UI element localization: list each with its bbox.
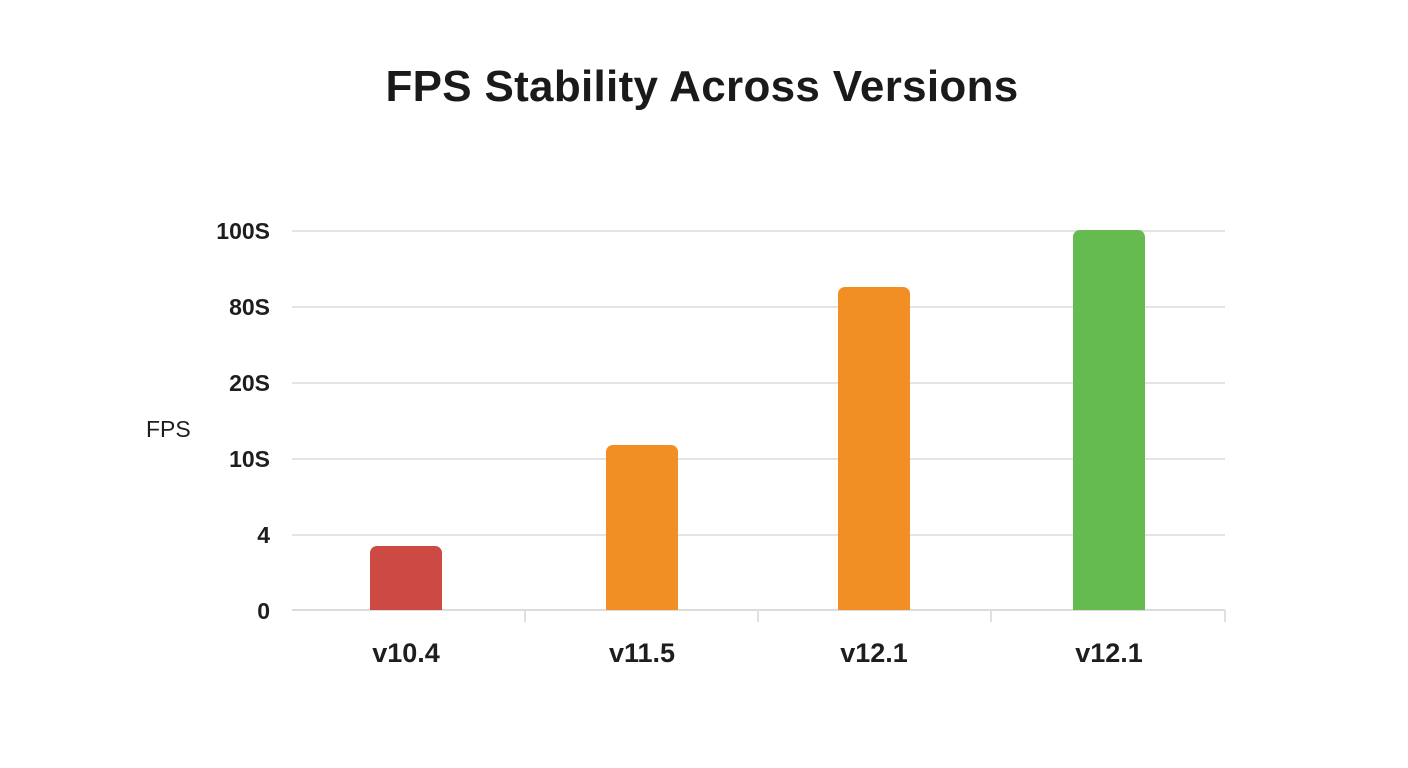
bar-v10-4 bbox=[370, 546, 442, 610]
bar-v12-1-b bbox=[1073, 230, 1145, 610]
y-tick-label: 80S bbox=[229, 294, 270, 320]
y-tick-label: 20S bbox=[229, 370, 270, 396]
y-tick-label: 100S bbox=[216, 218, 270, 244]
gridline bbox=[292, 382, 1225, 384]
y-tick-label: 10S bbox=[229, 446, 270, 472]
x-tick-separator bbox=[524, 610, 526, 622]
x-tick-separator bbox=[1224, 610, 1226, 622]
x-tick-separator bbox=[990, 610, 992, 622]
x-tick-label: v10.4 bbox=[372, 638, 440, 668]
chart-title: FPS Stability Across Versions bbox=[385, 62, 1019, 111]
y-tick-label: 4 bbox=[257, 522, 270, 548]
x-tick-label: v12.1 bbox=[1075, 638, 1143, 668]
y-axis-label: FPS bbox=[146, 416, 191, 442]
gridline bbox=[292, 458, 1225, 460]
y-tick-label: 0 bbox=[257, 598, 270, 624]
x-tick-label: v11.5 bbox=[608, 638, 676, 668]
bar-v12-1-a bbox=[838, 287, 910, 610]
gridline bbox=[292, 534, 1225, 536]
gridline bbox=[292, 230, 1225, 232]
x-tick-label: v12.1 bbox=[840, 638, 908, 668]
bar-v11-5 bbox=[606, 445, 678, 610]
x-tick-separator bbox=[757, 610, 759, 622]
gridline bbox=[292, 306, 1225, 308]
